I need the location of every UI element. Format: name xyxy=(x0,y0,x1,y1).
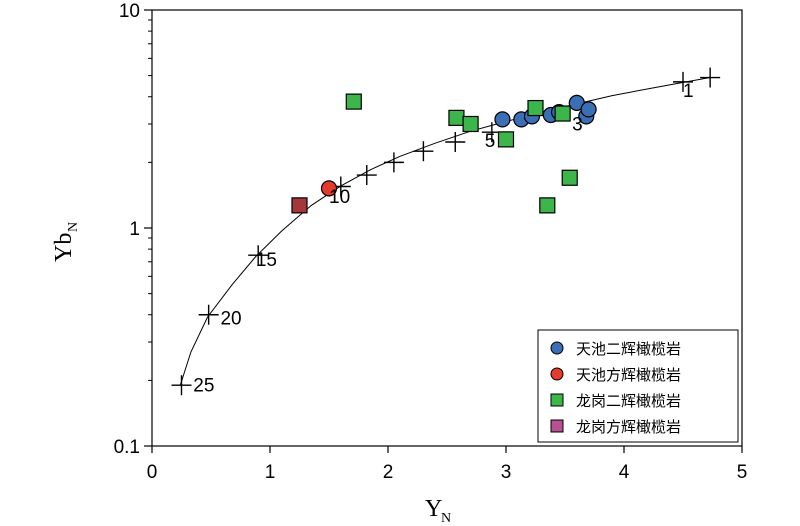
data-point-square xyxy=(448,109,465,126)
x-tick-label: 4 xyxy=(619,462,630,483)
data-point-square xyxy=(561,169,578,186)
melting-degree-label: 5 xyxy=(485,131,496,152)
data-point-square xyxy=(462,115,479,133)
data-point-square xyxy=(539,197,556,214)
y-tick-label: 10 xyxy=(119,1,140,22)
legend-box xyxy=(537,329,739,443)
x-tick-label: 2 xyxy=(383,462,394,483)
x-axis-title: Y xyxy=(425,496,442,522)
melting-tick-mark xyxy=(171,375,192,396)
data-point-square xyxy=(527,99,544,117)
melting-tick-mark xyxy=(700,67,721,88)
melting-degree-label: 15 xyxy=(256,250,277,271)
melting-tick-marks-layer xyxy=(171,67,721,396)
legend-marker-square xyxy=(550,393,564,407)
legend-marker-circle xyxy=(550,367,564,381)
melting-tick-mark xyxy=(413,141,434,162)
melting-degree-label: 3 xyxy=(572,115,583,136)
data-point-square xyxy=(554,105,571,122)
legend-label: 龙岗方辉橄榄岩 xyxy=(576,418,681,436)
melting-tick-mark xyxy=(356,165,377,186)
x-tick-label: 5 xyxy=(737,462,748,483)
y-axis-title: Yb xyxy=(51,233,77,262)
legend-label: 龙岗二辉橄榄岩 xyxy=(576,392,681,410)
x-tick-label: 1 xyxy=(265,462,276,483)
melting-tick-mark xyxy=(673,71,693,92)
data-points-layer xyxy=(291,93,597,214)
melting-tick-mark xyxy=(198,304,219,325)
axes-layer: 0 1 2 3 4 5 0.1 1 10 xyxy=(114,1,748,483)
data-point-circle xyxy=(320,180,338,197)
legend-marker-circle xyxy=(550,341,564,355)
melting-degree-label: 10 xyxy=(329,187,350,208)
data-point-circle xyxy=(580,101,597,118)
x-tick-label: 3 xyxy=(501,462,512,483)
melting-tick-mark xyxy=(248,245,269,266)
legend-label: 天池方辉橄榄岩 xyxy=(576,366,681,384)
y-axis-title-group: Yb N xyxy=(51,222,81,262)
legend-label: 天池二辉橄榄岩 xyxy=(576,340,681,358)
data-point-square xyxy=(497,131,515,148)
data-point-square xyxy=(291,197,308,214)
x-axis-title-subscript: N xyxy=(441,511,451,526)
melting-tick-mark xyxy=(445,132,466,153)
melting-tick-mark xyxy=(383,152,404,173)
legend-marker-square xyxy=(550,419,564,433)
melting-degree-label: 20 xyxy=(220,309,241,330)
y-tick-label: 1 xyxy=(129,219,140,240)
x-tick-label: 0 xyxy=(147,462,158,483)
axis-titles: Y N Yb N xyxy=(51,222,451,526)
data-point-square xyxy=(345,93,362,110)
annotation-labels-layer: 1 3 5 10 15 20 25 xyxy=(193,81,693,397)
y-axis-title-subscript: N xyxy=(66,222,81,232)
data-point-circle xyxy=(494,111,511,128)
y-tick-label: 0.1 xyxy=(114,437,140,458)
melting-degree-label: 25 xyxy=(193,375,214,396)
melting-degree-label: 1 xyxy=(683,81,694,102)
